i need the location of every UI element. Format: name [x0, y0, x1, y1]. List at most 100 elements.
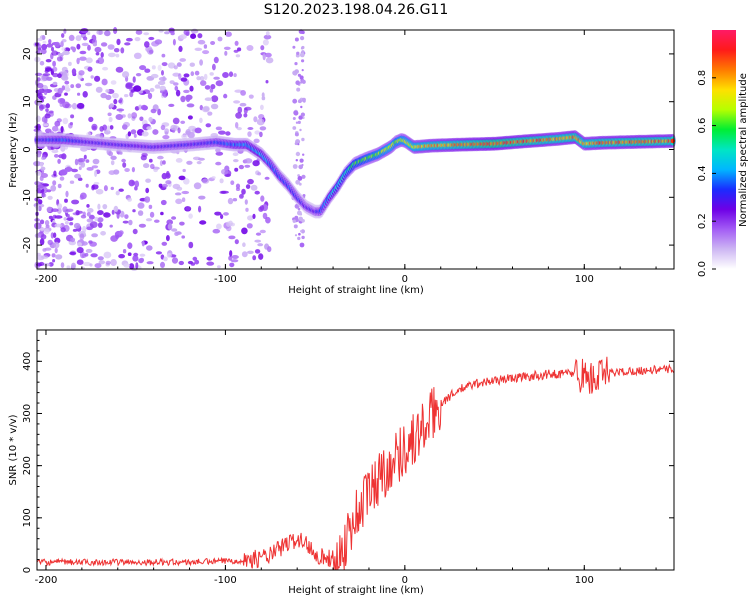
- y-tick-label: 300: [22, 404, 33, 423]
- noise-cell: [292, 98, 298, 104]
- noise-cell: [146, 261, 154, 265]
- noise-cell: [298, 232, 301, 236]
- noise-cell: [293, 110, 298, 115]
- noise-cell: [70, 84, 75, 89]
- noise-cell: [118, 99, 123, 104]
- noise-cell: [238, 164, 244, 170]
- noise-cell: [41, 35, 46, 41]
- noise-cell: [265, 216, 271, 224]
- noise-cell: [197, 33, 203, 39]
- noise-cell: [82, 211, 86, 217]
- noise-cell: [239, 102, 247, 107]
- noise-cell: [245, 207, 249, 212]
- x-tick-label: 0: [402, 575, 408, 586]
- noise-cell: [129, 263, 135, 270]
- noise-cell: [253, 116, 258, 123]
- noise-cell: [257, 172, 262, 176]
- noise-cell: [188, 241, 194, 249]
- noise-cell: [48, 39, 52, 44]
- noise-cell: [69, 222, 74, 226]
- noise-cell: [138, 104, 143, 110]
- noise-cell: [171, 216, 177, 220]
- noise-cell: [73, 222, 81, 229]
- noise-cell: [219, 178, 224, 184]
- noise-cell: [52, 72, 59, 78]
- noise-cell: [258, 253, 264, 260]
- noise-cell: [42, 193, 47, 198]
- noise-cell: [139, 116, 144, 122]
- noise-cell: [62, 117, 69, 125]
- noise-cell: [215, 161, 222, 166]
- noise-cell: [223, 46, 231, 50]
- noise-cell: [235, 54, 241, 58]
- noise-cell: [260, 45, 265, 51]
- noise-cell: [220, 214, 224, 220]
- noise-cell: [122, 124, 128, 130]
- noise-cell: [241, 188, 246, 195]
- noise-cell: [180, 120, 186, 125]
- noise-cell: [103, 185, 108, 192]
- spectrogram-x-axis-label: Height of straight line (km): [288, 285, 424, 296]
- noise-cell: [68, 34, 75, 42]
- noise-cell: [294, 62, 298, 66]
- noise-cell: [204, 85, 211, 90]
- noise-cell: [105, 94, 112, 101]
- noise-cell: [35, 72, 43, 76]
- noise-cell: [162, 183, 168, 188]
- noise-cell: [103, 251, 112, 259]
- noise-cell: [144, 68, 151, 73]
- noise-cell: [253, 138, 260, 144]
- noise-cell: [54, 41, 61, 48]
- noise-cell: [138, 223, 146, 228]
- noise-cell: [234, 239, 239, 245]
- noise-cell: [294, 142, 298, 146]
- noise-cell: [301, 137, 305, 142]
- snr-ticks: -200 -100 0 100 0 100 200 300 400: [22, 330, 674, 586]
- noise-cell: [203, 73, 208, 81]
- noise-cell: [166, 253, 172, 258]
- noise-cell: [213, 76, 220, 80]
- noise-cell: [256, 118, 265, 126]
- noise-cell: [161, 241, 168, 246]
- noise-cell: [200, 80, 207, 86]
- noise-cell: [229, 262, 235, 268]
- noise-cell: [190, 71, 195, 77]
- noise-cell: [42, 263, 51, 267]
- noise-cell: [46, 76, 53, 81]
- noise-cell: [53, 232, 57, 238]
- noise-cell: [109, 103, 114, 108]
- noise-cell: [233, 100, 241, 104]
- noise-cell: [75, 35, 82, 42]
- noise-cell: [44, 220, 50, 226]
- noise-cell: [108, 151, 113, 157]
- noise-cell: [77, 158, 86, 163]
- noise-cell: [134, 180, 140, 188]
- noise-cell: [133, 133, 137, 138]
- y-tick-label: 400: [22, 352, 33, 371]
- noise-cell: [301, 235, 305, 240]
- noise-cell: [183, 178, 190, 185]
- figure-title: S120.2023.198.04.26.G11: [264, 2, 449, 18]
- noise-cell: [265, 31, 270, 36]
- noise-cell: [71, 199, 80, 205]
- noise-cell: [142, 89, 151, 94]
- noise-cell: [83, 261, 91, 267]
- noise-cell: [174, 85, 179, 91]
- noise-cell: [42, 73, 51, 77]
- noise-cell: [37, 92, 43, 99]
- noise-cell: [301, 174, 306, 179]
- noise-cell: [235, 183, 241, 189]
- noise-cell: [64, 221, 69, 225]
- noise-cell: [259, 126, 267, 131]
- noise-cell: [148, 204, 153, 209]
- noise-cell: [252, 213, 256, 219]
- noise-cell: [259, 205, 265, 211]
- noise-cell: [175, 89, 181, 97]
- noise-cell: [248, 94, 254, 99]
- noise-cell: [54, 247, 58, 254]
- noise-cell: [56, 56, 63, 62]
- noise-cell: [97, 203, 101, 210]
- noise-cell: [148, 49, 154, 54]
- noise-cell: [203, 44, 208, 49]
